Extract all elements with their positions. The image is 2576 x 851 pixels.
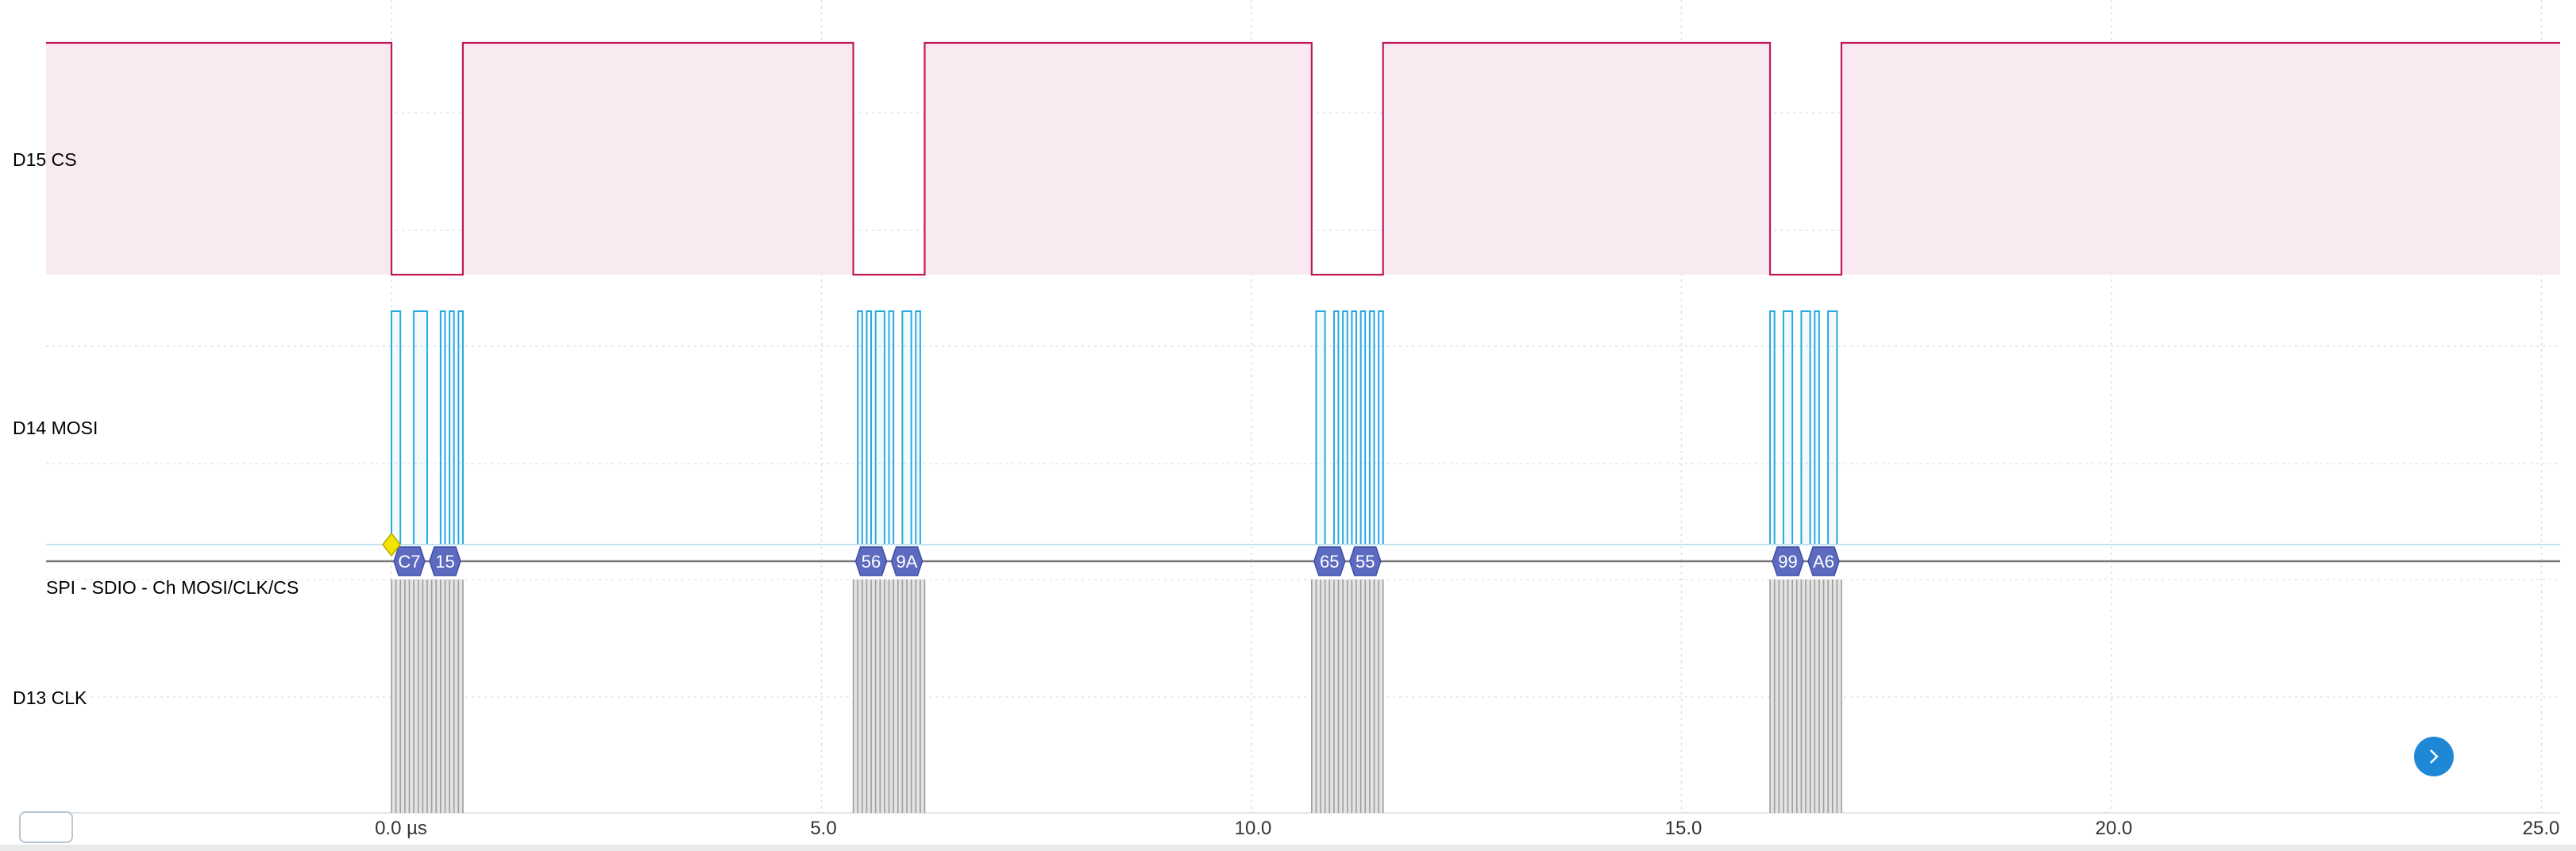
decoded-byte-label: 99 (1778, 552, 1797, 572)
decoded-byte-packet (1807, 546, 1840, 576)
cs-high-fill (1841, 43, 2560, 275)
cs-high-fill (46, 43, 391, 275)
time-tick-label: 25.0 (2522, 818, 2560, 839)
decoded-byte-packet (890, 546, 924, 576)
decoded-byte-label: 9A (897, 552, 918, 572)
cs-waveform (46, 41, 2560, 276)
timeline-zoom-handle[interactable] (19, 811, 73, 843)
time-tick-label: 15.0 (1664, 818, 1703, 839)
cs-high-fill (462, 43, 854, 275)
spi-decoder-label: SPI - SDIO - Ch MOSI/CLK/CS (46, 577, 299, 598)
chevron-right-icon (2430, 749, 2439, 764)
decoded-byte-packet (1313, 546, 1346, 576)
trigger-marker (382, 532, 401, 557)
next-page-button[interactable] (2414, 737, 2454, 776)
timeline-scrollbar[interactable] (0, 845, 2576, 851)
decoded-byte-packet (429, 546, 461, 576)
cs-high-fill (924, 43, 1312, 275)
decoded-byte-packet (1772, 546, 1804, 576)
time-tick-label: 0.0 µs (375, 818, 427, 839)
decoded-byte-label: 15 (435, 552, 454, 572)
time-tick-label: 20.0 (2095, 818, 2133, 839)
time-tick-label: 5.0 (810, 818, 837, 839)
cs-channel-label: D15 CS (13, 149, 77, 170)
cs-high-fill (1382, 43, 1771, 275)
decoded-byte-packet (1348, 546, 1382, 576)
decoded-byte-label: C7 (398, 552, 420, 572)
decoded-byte-label: 56 (862, 552, 881, 572)
mosi-channel-label: D14 MOSI (13, 418, 98, 438)
decoded-byte-label: A6 (1813, 552, 1834, 572)
mosi-waveform (853, 310, 925, 545)
decoded-byte-label: 65 (1320, 552, 1339, 572)
time-tick-label: 10.0 (1234, 818, 1272, 839)
caret-up-icon (21, 813, 71, 841)
decoded-byte-packet (854, 546, 888, 576)
mosi-waveform (1311, 310, 1384, 545)
clk-channel-label: D13 CLK (13, 687, 87, 708)
decoded-byte-label: 55 (1355, 552, 1375, 572)
